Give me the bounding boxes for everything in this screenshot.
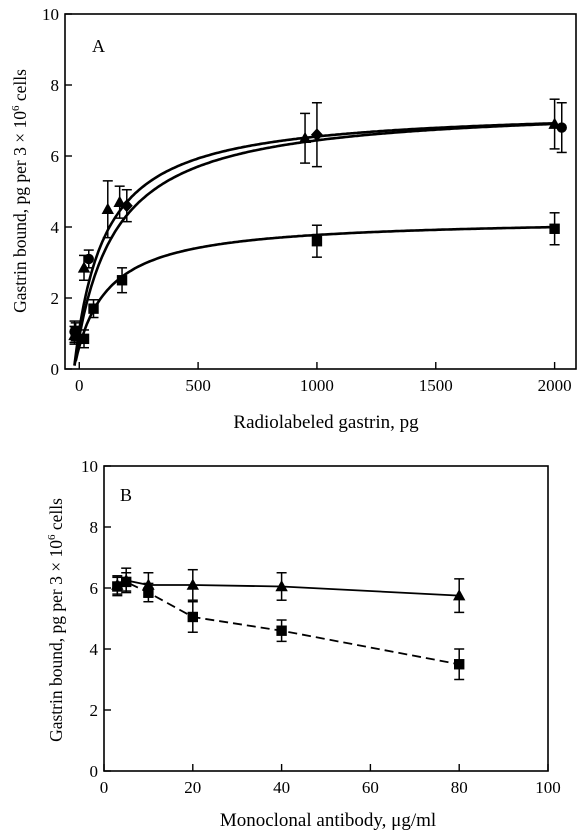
panel-b-lines xyxy=(116,579,460,666)
panel-b-y-tick-label: 8 xyxy=(90,518,99,537)
panel-a-chart: A Radiolabeled gastrin, pg Gastrin bound… xyxy=(10,5,577,433)
panel-b-axes: 0 20 40 60 80 100 0 2 4 6 8 10 xyxy=(81,457,561,797)
panel-a-marks xyxy=(68,98,567,349)
panel-b-marks xyxy=(111,567,466,681)
panel-b-series-triangle-point xyxy=(186,578,199,590)
panel-a-series-square-point xyxy=(70,326,81,337)
panel-a-series-square-point xyxy=(549,223,560,234)
panel-b-y-tick-label: 6 xyxy=(90,579,99,598)
panel-b-y-tick-label: 0 xyxy=(90,762,99,781)
panel-a-series-square-point xyxy=(78,333,90,345)
panel-b-plot-frame xyxy=(103,465,549,772)
panel-b-series-square-point xyxy=(454,659,465,670)
panel-b-x-tick-label: 80 xyxy=(451,778,468,797)
panel-a-series-square-point xyxy=(88,303,99,314)
panel-a-x-tick-label: 1000 xyxy=(300,376,334,395)
panel-a-y-tick-label: 8 xyxy=(51,76,60,95)
panel-b-series-triangle-point xyxy=(275,579,288,592)
panel-b-x-tick-label: 60 xyxy=(362,778,379,797)
panel-b-series-square-point xyxy=(112,581,123,592)
panel-a-y-tick-label: 0 xyxy=(51,360,60,379)
panel-b-x-axis-label: Monoclonal antibody, μg/ml xyxy=(220,810,436,831)
panel-a-series-diamond-point xyxy=(120,199,133,213)
panel-a-series-triangle-point xyxy=(101,202,114,215)
panel-b-y-tick-label: 2 xyxy=(90,701,99,720)
panel-a-x-tick-label: 1500 xyxy=(419,376,453,395)
panel-a-y-tick-label: 6 xyxy=(51,147,60,166)
panel-b-y-tick-label: 10 xyxy=(81,457,98,476)
panel-a-y-tick-label: 4 xyxy=(51,218,60,237)
panel-b-series-square-point xyxy=(121,576,132,588)
panel-a-series-diamond-point xyxy=(310,128,323,142)
panel-b-y-tick-label: 4 xyxy=(90,640,99,659)
panel-a-series-circle-point xyxy=(83,253,94,265)
panel-a-series-triangle-point xyxy=(77,261,91,273)
panel-a-y-tick-label: 10 xyxy=(42,5,59,24)
panel-b-series-triangle-line xyxy=(116,579,460,597)
panel-b-x-tick-label: 100 xyxy=(535,778,561,797)
panel-b-series-square-point xyxy=(187,611,198,623)
panel-a-x-axis-label: Radiolabeled gastrin, pg xyxy=(233,412,419,433)
panel-b-series-square-point xyxy=(276,625,287,636)
panel-a-y-axis-label: Gastrin bound, pg per 3 × 106 cells xyxy=(10,69,30,313)
panel-b-series-triangle-point xyxy=(453,589,466,601)
panel-a-axes: 0 500 1000 1500 2000 0 2 4 6 8 10 xyxy=(42,5,572,395)
panel-b-chart: B Monoclonal antibody, μg/ml Gastrin bou… xyxy=(46,457,561,831)
panel-b-series-square-line xyxy=(116,580,460,666)
panel-a-x-tick-label: 0 xyxy=(75,376,84,395)
panel-a-series-triangle-point xyxy=(298,131,312,144)
panel-b-series-square-point xyxy=(143,587,154,598)
panel-a-y-tick-label: 2 xyxy=(51,289,60,308)
panel-a-series-square-curve xyxy=(74,225,555,362)
panel-b-label: B xyxy=(120,485,132,505)
panel-b-y-axis-label: Gastrin bound, pg per 3 × 106 cells xyxy=(46,498,66,742)
panel-a-label: A xyxy=(92,36,105,56)
panel-a-x-tick-label: 500 xyxy=(185,376,211,395)
panel-a-series-circle-curve xyxy=(73,122,555,366)
panel-a-series-circle-point xyxy=(556,122,567,133)
panel-a-plot-frame xyxy=(64,13,577,370)
panel-b-x-tick-label: 0 xyxy=(100,778,109,797)
panel-a-series-square-point xyxy=(311,236,323,247)
panel-a-series-square-point xyxy=(116,275,128,286)
panel-a-x-tick-label: 2000 xyxy=(538,376,572,395)
panel-b-x-tick-label: 20 xyxy=(184,778,201,797)
panel-b-x-tick-label: 40 xyxy=(273,778,290,797)
